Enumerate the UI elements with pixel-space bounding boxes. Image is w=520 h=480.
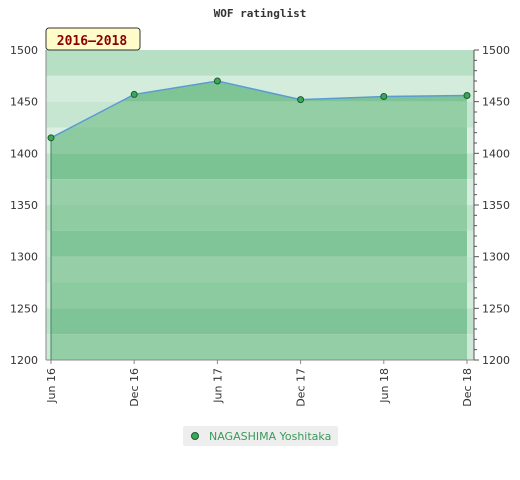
area-stripe <box>51 127 467 154</box>
data-point <box>463 91 471 99</box>
data-point <box>297 96 305 104</box>
y-tick-label-right: 1250 <box>482 302 510 315</box>
x-tick-label: Jun 18 <box>378 368 391 404</box>
y-tick-label-right: 1200 <box>482 354 510 367</box>
area-stripe <box>51 334 467 360</box>
legend: NAGASHIMA Yoshitaka <box>183 426 338 446</box>
area-stripe <box>51 153 467 180</box>
chart-title: WOF ratinglist <box>214 7 307 20</box>
period-label: 2016–2018 <box>57 34 128 49</box>
x-tick-label: Dec 17 <box>295 368 308 407</box>
y-tick-label-left: 1300 <box>10 251 38 264</box>
y-tick-label-left: 1350 <box>10 199 38 212</box>
area-stripes <box>51 81 467 360</box>
x-tick-label: Dec 18 <box>461 368 474 407</box>
area-stripe <box>51 101 467 128</box>
y-tick-label-left: 1500 <box>10 44 38 57</box>
y-tick-label-right: 1450 <box>482 96 510 109</box>
data-point <box>47 134 55 142</box>
series-line <box>50 80 468 139</box>
y-tick-label-right: 1300 <box>482 251 510 264</box>
area-stripe <box>51 230 467 257</box>
area-stripe <box>51 256 467 283</box>
area-stripe <box>51 308 467 335</box>
axes: 1200 1200 1250 1250 1300 1300 1350 1350 1400 1400… <box>10 44 510 407</box>
period-box: 2016–2018 <box>45 27 141 51</box>
x-tick-label: Jun 16 <box>45 368 58 404</box>
data-point <box>380 93 388 100</box>
data-point <box>213 77 221 85</box>
area-stripe <box>51 179 467 205</box>
x-tick-label: Jun 17 <box>211 368 224 404</box>
y-tick-label-right: 1500 <box>482 44 510 57</box>
area-stripe <box>51 205 467 231</box>
y-tick-label-left: 1200 <box>10 354 38 367</box>
y-tick-label-right: 1350 <box>482 199 510 212</box>
period-box-background <box>45 27 141 51</box>
legend-series-name: NAGASHIMA Yoshitaka <box>209 429 332 443</box>
series-layer <box>47 77 471 360</box>
y-tick-label-left: 1450 <box>10 96 38 109</box>
x-tick-label: Dec 16 <box>128 368 141 407</box>
area-stripe <box>51 282 467 309</box>
y-tick-label-left: 1250 <box>10 302 38 315</box>
y-tick-label-right: 1400 <box>482 147 510 160</box>
y-tick-label-left: 1400 <box>10 147 38 160</box>
legend-marker-icon <box>191 432 199 440</box>
area-layer <box>51 81 467 360</box>
background-band <box>46 50 474 76</box>
data-point <box>130 90 138 98</box>
